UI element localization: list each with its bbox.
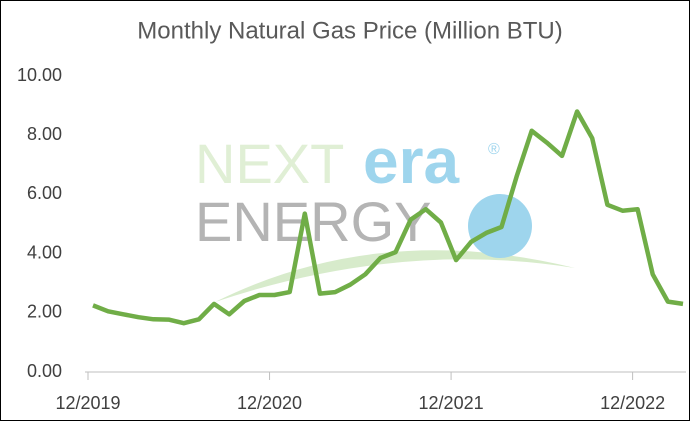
watermark-swoosh xyxy=(215,250,575,302)
watermark-text: era xyxy=(363,125,460,197)
watermark-text: ® xyxy=(488,141,500,158)
y-tick-label: 4.00 xyxy=(27,242,62,262)
x-tick-label: 12/2019 xyxy=(55,393,120,413)
y-tick-label: 6.00 xyxy=(27,183,62,203)
watermark-text: ENERGY xyxy=(195,190,432,253)
x-tick-label: 12/2022 xyxy=(600,393,665,413)
x-tick-label: 12/2020 xyxy=(237,393,302,413)
y-tick-label: 10.00 xyxy=(17,65,62,85)
series-line xyxy=(92,109,684,326)
y-tick-label: 0.00 xyxy=(27,361,62,381)
y-tick-label: 2.00 xyxy=(27,302,62,322)
y-tick-label: 8.00 xyxy=(27,124,62,144)
watermark: NEXT era ® ENERGY xyxy=(195,125,575,302)
chart-title: Monthly Natural Gas Price (Million BTU) xyxy=(137,17,562,44)
watermark-text: NEXT xyxy=(195,132,344,195)
x-tick-label: 12/2021 xyxy=(419,393,484,413)
